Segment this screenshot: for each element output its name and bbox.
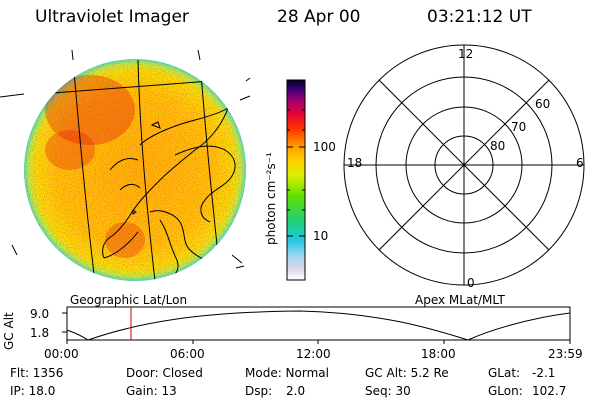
polar-grid	[343, 44, 585, 286]
mlt-label-bottom: 0	[467, 276, 475, 290]
colorbar-unit-label: photon cm⁻²s⁻¹	[264, 152, 278, 245]
instrument-title: Ultraviolet Imager	[35, 7, 189, 27]
mode-status: Mode: Normal	[245, 366, 329, 380]
date-label: 28 Apr 00	[277, 7, 361, 27]
altitude-xtick-1200: 12:00	[296, 347, 331, 361]
mlt-label-top: 12	[458, 47, 474, 61]
uv-disk-image	[0, 49, 251, 281]
mlt-label-right: 6	[576, 156, 584, 170]
dsp-value: 2.0	[286, 384, 306, 398]
time-label: 03:21:12 UT	[427, 7, 532, 27]
altitude-xtick-1800: 18:00	[421, 347, 456, 361]
altitude-plot	[62, 306, 571, 344]
mlat-label-60: 60	[535, 97, 551, 111]
colorbar	[286, 79, 306, 281]
glat-value: -2.1	[532, 366, 556, 380]
colorbar-tick-10: 10	[313, 229, 329, 243]
left-panel-caption: Geographic Lat/Lon	[70, 293, 188, 307]
altitude-xtick-0600: 06:00	[170, 347, 205, 361]
ip-value: IP: 18.0	[10, 384, 56, 398]
altitude-ytick-9: 9.0	[30, 307, 50, 321]
flight-number: Flt: 1356	[10, 366, 64, 380]
gain-value: Gain: 13	[126, 384, 177, 398]
mlt-label-left: 18	[347, 156, 363, 170]
mlat-label-80: 80	[490, 139, 506, 153]
sequence-number: Seq: 30	[365, 384, 411, 398]
gc-altitude: GC Alt: 5.2 Re	[365, 366, 449, 380]
right-panel-caption: Apex MLat/MLT	[415, 293, 505, 307]
glon-label: GLon:	[488, 384, 523, 398]
altitude-xtick-0000: 00:00	[44, 347, 79, 361]
altitude-ytick-1-8: 1.8	[30, 326, 50, 340]
mlat-label-70: 70	[511, 120, 527, 134]
altitude-xtick-2359: 23:59	[548, 347, 583, 361]
dsp-label: Dsp:	[245, 384, 273, 398]
altitude-ylabel: GC Alt	[2, 312, 16, 350]
glat-label: GLat:	[488, 366, 521, 380]
glon-value: 102.7	[532, 384, 567, 398]
door-status: Door: Closed	[126, 366, 203, 380]
colorbar-tick-100: 100	[313, 140, 336, 154]
